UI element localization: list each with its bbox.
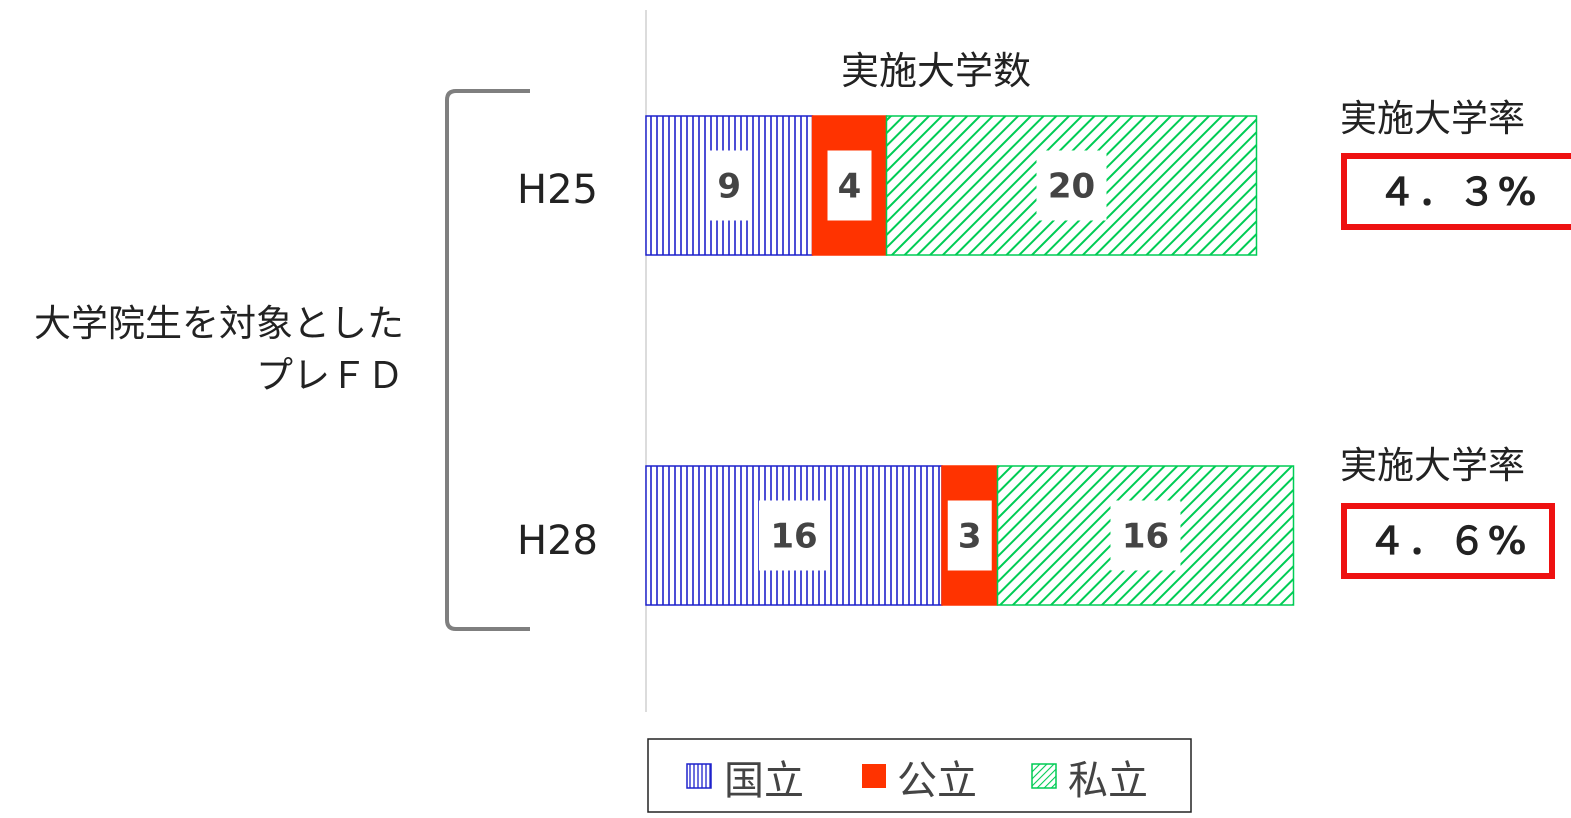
rate-value-h28: ４．６% bbox=[1368, 519, 1528, 563]
legend-label-kouritsu: 公立 bbox=[897, 758, 977, 804]
legend-swatch-kokuritsu bbox=[686, 763, 712, 789]
data-label-kouritsu-h25: 4 bbox=[838, 167, 862, 207]
group-label-line-1: 大学院生を対象とした bbox=[34, 302, 404, 345]
data-label-kouritsu-h28: 3 bbox=[958, 517, 982, 557]
category-label-h25: H25 bbox=[517, 167, 598, 213]
rate-box-h28 bbox=[1341, 503, 1555, 579]
group-bracket bbox=[445, 89, 530, 631]
data-label-bg-kokuritsu-h28 bbox=[759, 500, 829, 571]
legend-label-kokuritsu: 国立 bbox=[724, 758, 804, 804]
chart-title: 実施大学数 bbox=[841, 49, 1031, 93]
legend-frame bbox=[647, 738, 1192, 813]
bars-group: 9 4 20 16 3 16 bbox=[645, 115, 1295, 606]
data-label-bg-shiritsu-h25 bbox=[1036, 150, 1107, 221]
data-label-bg-shiritsu-h28 bbox=[1110, 500, 1181, 571]
legend-swatch-shiritsu bbox=[1031, 763, 1057, 789]
rate-box-h25 bbox=[1341, 153, 1571, 230]
rate-value-h25: ４．３% bbox=[1378, 170, 1538, 214]
data-label-kokuritsu-h25: 9 bbox=[717, 167, 741, 207]
data-label-kokuritsu-h28: 16 bbox=[770, 517, 817, 557]
legend-label-shiritsu: 私立 bbox=[1068, 758, 1148, 804]
rate-label-h25: 実施大学率 bbox=[1340, 97, 1525, 140]
data-label-bg-kouritsu-h28 bbox=[947, 500, 992, 571]
legend: 国立 公立 私立 bbox=[647, 738, 1192, 813]
group-label-line-2: プレＦＤ bbox=[256, 354, 404, 397]
category-label-h28: H28 bbox=[517, 518, 598, 564]
legend-swatch-kouritsu bbox=[862, 764, 886, 788]
rate-label-h28: 実施大学率 bbox=[1340, 444, 1525, 487]
data-label-bg-kokuritsu-h25 bbox=[707, 150, 752, 221]
data-label-bg-kouritsu-h25 bbox=[827, 150, 872, 221]
data-label-shiritsu-h25: 20 bbox=[1048, 167, 1095, 207]
data-label-shiritsu-h28: 16 bbox=[1122, 517, 1169, 557]
